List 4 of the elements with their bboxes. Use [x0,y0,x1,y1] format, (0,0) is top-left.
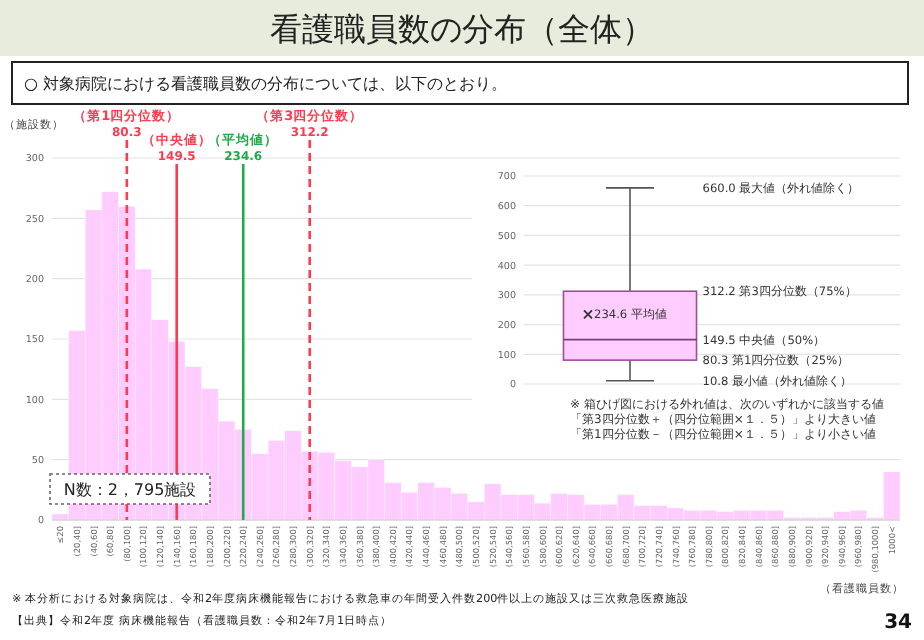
chart-title: 看護職員数の分布（全体） [270,10,654,48]
chart-subtitle: ○ 対象病院における看護職員数の分布については、以下のとおり。 [24,75,508,93]
text: 34 [884,612,913,634]
annotation: N数：2，795施設 [63,481,197,499]
